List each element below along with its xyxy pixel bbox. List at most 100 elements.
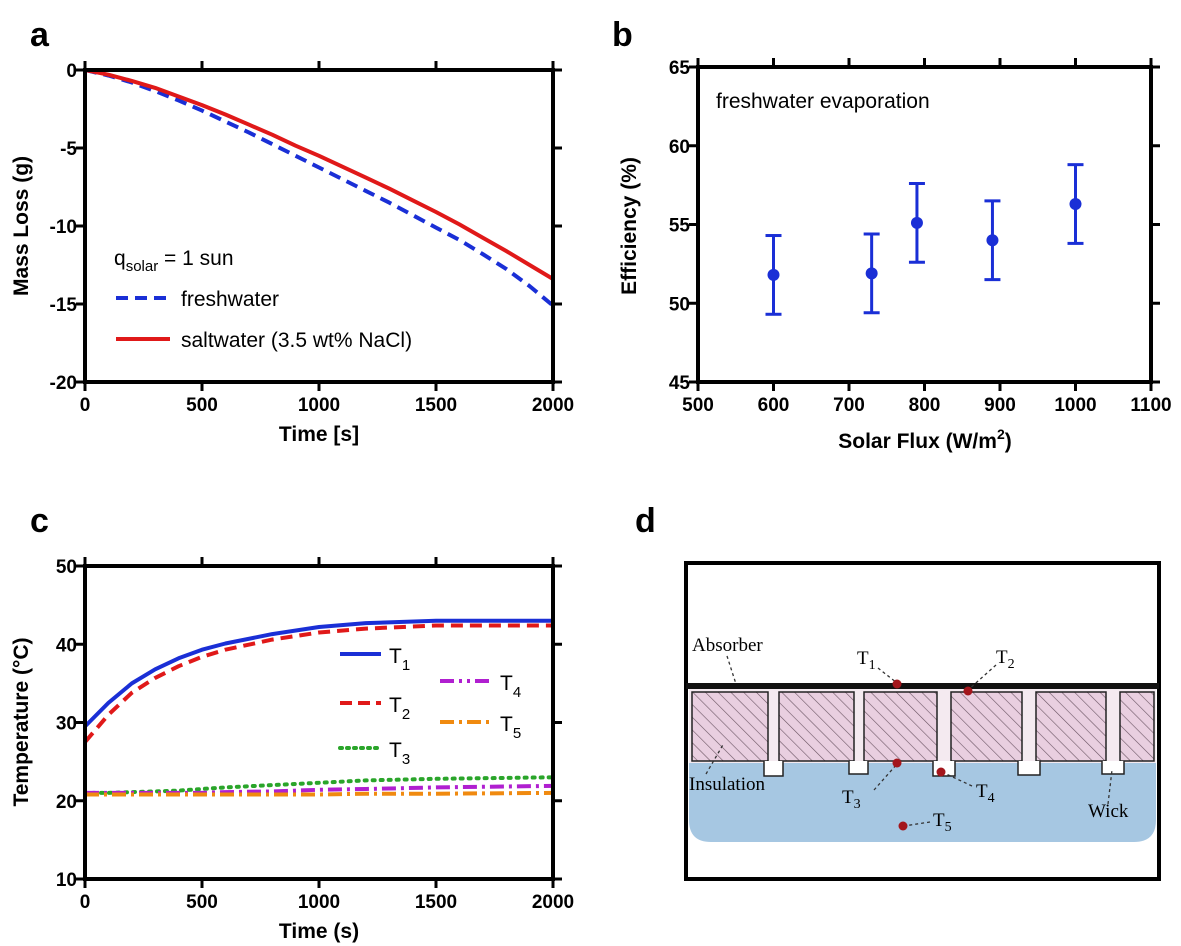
panel-b-plot-frame — [696, 65, 1153, 384]
panel-letter-c: c — [30, 502, 49, 540]
label-t5-base: T — [933, 810, 945, 831]
panel-b-x-tick-label: 800 — [909, 395, 941, 416]
panel-c-x-tick-label: 2000 — [532, 892, 574, 913]
panel-b-x-tick-label: 700 — [833, 395, 865, 416]
label-t2: T2 — [996, 647, 1015, 672]
label-t4: T4 — [976, 781, 995, 806]
probe-t1 — [892, 679, 902, 689]
panel-c-y-tick-label: 50 — [56, 557, 77, 578]
label-t2-base: T — [996, 647, 1008, 668]
panel-letter-d: d — [635, 502, 656, 540]
panel-c-y-tick-label: 10 — [56, 870, 77, 891]
panel-c-series-line-2 — [85, 623, 553, 744]
legend-t4-base: T — [500, 672, 513, 695]
label-t3-base: T — [842, 787, 854, 808]
panel-a-y-tick-label: -5 — [60, 139, 77, 160]
insulation-block — [1035, 691, 1107, 762]
panel-a-series-line-1 — [85, 70, 553, 308]
wick-foot — [1017, 761, 1041, 776]
panel-b-x-axis-label: Solar Flux (W/m2) — [838, 426, 1011, 453]
legend-label-saltwater: saltwater (3.5 wt% NaCl) — [181, 329, 412, 352]
panel-a-x-tick-label: 1500 — [415, 395, 457, 416]
annotation-rest: = 1 sun — [158, 247, 233, 270]
legend-t3-sub: 3 — [402, 751, 410, 768]
panel-c-x-tick-label: 500 — [186, 892, 218, 913]
probe-t4 — [936, 767, 946, 777]
panel-c-y-tick-label: 40 — [56, 635, 77, 656]
panel-b-x-tick-label: 1100 — [1130, 395, 1171, 416]
leader-t5 — [903, 821, 931, 827]
xlabel-end: ) — [1005, 430, 1012, 453]
panel-b-y-tick-label: 45 — [669, 373, 691, 394]
insulation-block — [778, 691, 855, 762]
panel-c-x-tick-label: 1500 — [415, 892, 457, 913]
annotation-sub: solar — [126, 258, 159, 275]
label-t3-sub: 3 — [854, 797, 861, 812]
panel-b-annotation: freshwater evaporation — [716, 90, 930, 113]
label-t5: T5 — [933, 810, 952, 835]
absorber-layer — [686, 683, 1159, 689]
wick-foot — [763, 761, 784, 777]
legend-label-t4: T4 — [500, 672, 521, 701]
panel-b-data-point — [865, 267, 878, 280]
panel-a-x-tick-label: 1000 — [298, 395, 340, 416]
panel-b-y-tick-label: 65 — [669, 58, 691, 79]
probe-t5 — [898, 821, 908, 831]
panel-b-y-tick-label: 55 — [669, 216, 691, 237]
legend-t1-sub: 1 — [402, 657, 410, 674]
legend-t2-sub: 2 — [402, 706, 410, 723]
insulation-block — [950, 691, 1023, 762]
probe-t2 — [963, 686, 973, 696]
legend-label-t2: T2 — [389, 694, 410, 723]
panel-a-y-tick-label: -20 — [50, 373, 77, 394]
insulation-block — [691, 691, 769, 762]
wick-foot — [1101, 761, 1125, 775]
panel-b-chart: 500 600 700 800 900 1000 1100 45 50 55 60 65 freshw… — [618, 58, 1172, 453]
panel-a-x-tick-label: 2000 — [532, 395, 574, 416]
panel-b-y-axis-label: Efficiency (%) — [618, 157, 641, 295]
panel-a-series-line-2 — [85, 70, 553, 281]
panel-b-x-tick-label: 900 — [984, 395, 1016, 416]
legend-t4-sub: 4 — [513, 684, 521, 701]
water-bath — [689, 763, 1156, 842]
panel-c-series-line-5 — [85, 790, 553, 797]
panel-a-y-tick-label: -15 — [50, 295, 78, 316]
panel-a-x-tick-label: 500 — [186, 395, 218, 416]
panel-a-x-axis-label: Time [s] — [279, 423, 359, 446]
panel-b-data-point — [986, 234, 999, 247]
legend-t2-base: T — [389, 694, 402, 717]
insulation-block — [1119, 691, 1155, 762]
panel-a-x-tick-label: 0 — [80, 395, 91, 416]
panel-a-y-axis-label: Mass Loss (g) — [10, 156, 33, 296]
label-absorber: Absorber — [692, 635, 763, 656]
panel-b-x-tick-label: 500 — [682, 395, 714, 416]
panel-b-x-tick-label: 1000 — [1054, 395, 1096, 416]
panel-letter-a: a — [30, 16, 50, 54]
panel-a-legend: freshwater saltwater (3.5 wt% NaCl) — [116, 288, 412, 352]
leader-t2 — [967, 664, 997, 691]
panel-a-y-tick-label: 0 — [66, 61, 77, 82]
label-t1-sub: 1 — [869, 658, 876, 673]
xlabel-sup: 2 — [997, 426, 1005, 442]
xlabel-main: Solar Flux (W/m — [838, 430, 997, 453]
legend-label-t3: T3 — [389, 739, 410, 768]
panel-b-y-tick-label: 60 — [669, 137, 690, 158]
panel-b-data-point — [910, 216, 923, 229]
panel-a-y-tick-label: -10 — [50, 217, 77, 238]
panel-c-series-line-3 — [85, 775, 553, 795]
legend-t5-sub: 5 — [513, 725, 521, 742]
label-wick: Wick — [1088, 801, 1129, 822]
panel-b-data-point — [1069, 198, 1082, 211]
legend-label-freshwater: freshwater — [181, 288, 279, 311]
wick-foot — [848, 761, 869, 775]
panel-c-legend: T1 T2 T3 T4 T5 — [338, 645, 521, 768]
panel-c-y-tick-label: 30 — [56, 714, 77, 735]
label-t2-sub: 2 — [1008, 657, 1015, 672]
legend-t3-base: T — [389, 739, 402, 762]
leader-absorber — [726, 655, 737, 685]
label-t4-base: T — [976, 781, 988, 802]
panel-b-y-tick-label: 50 — [669, 294, 690, 315]
panel-b-data-point — [767, 268, 780, 281]
panel-c-series-line-1 — [85, 618, 553, 728]
